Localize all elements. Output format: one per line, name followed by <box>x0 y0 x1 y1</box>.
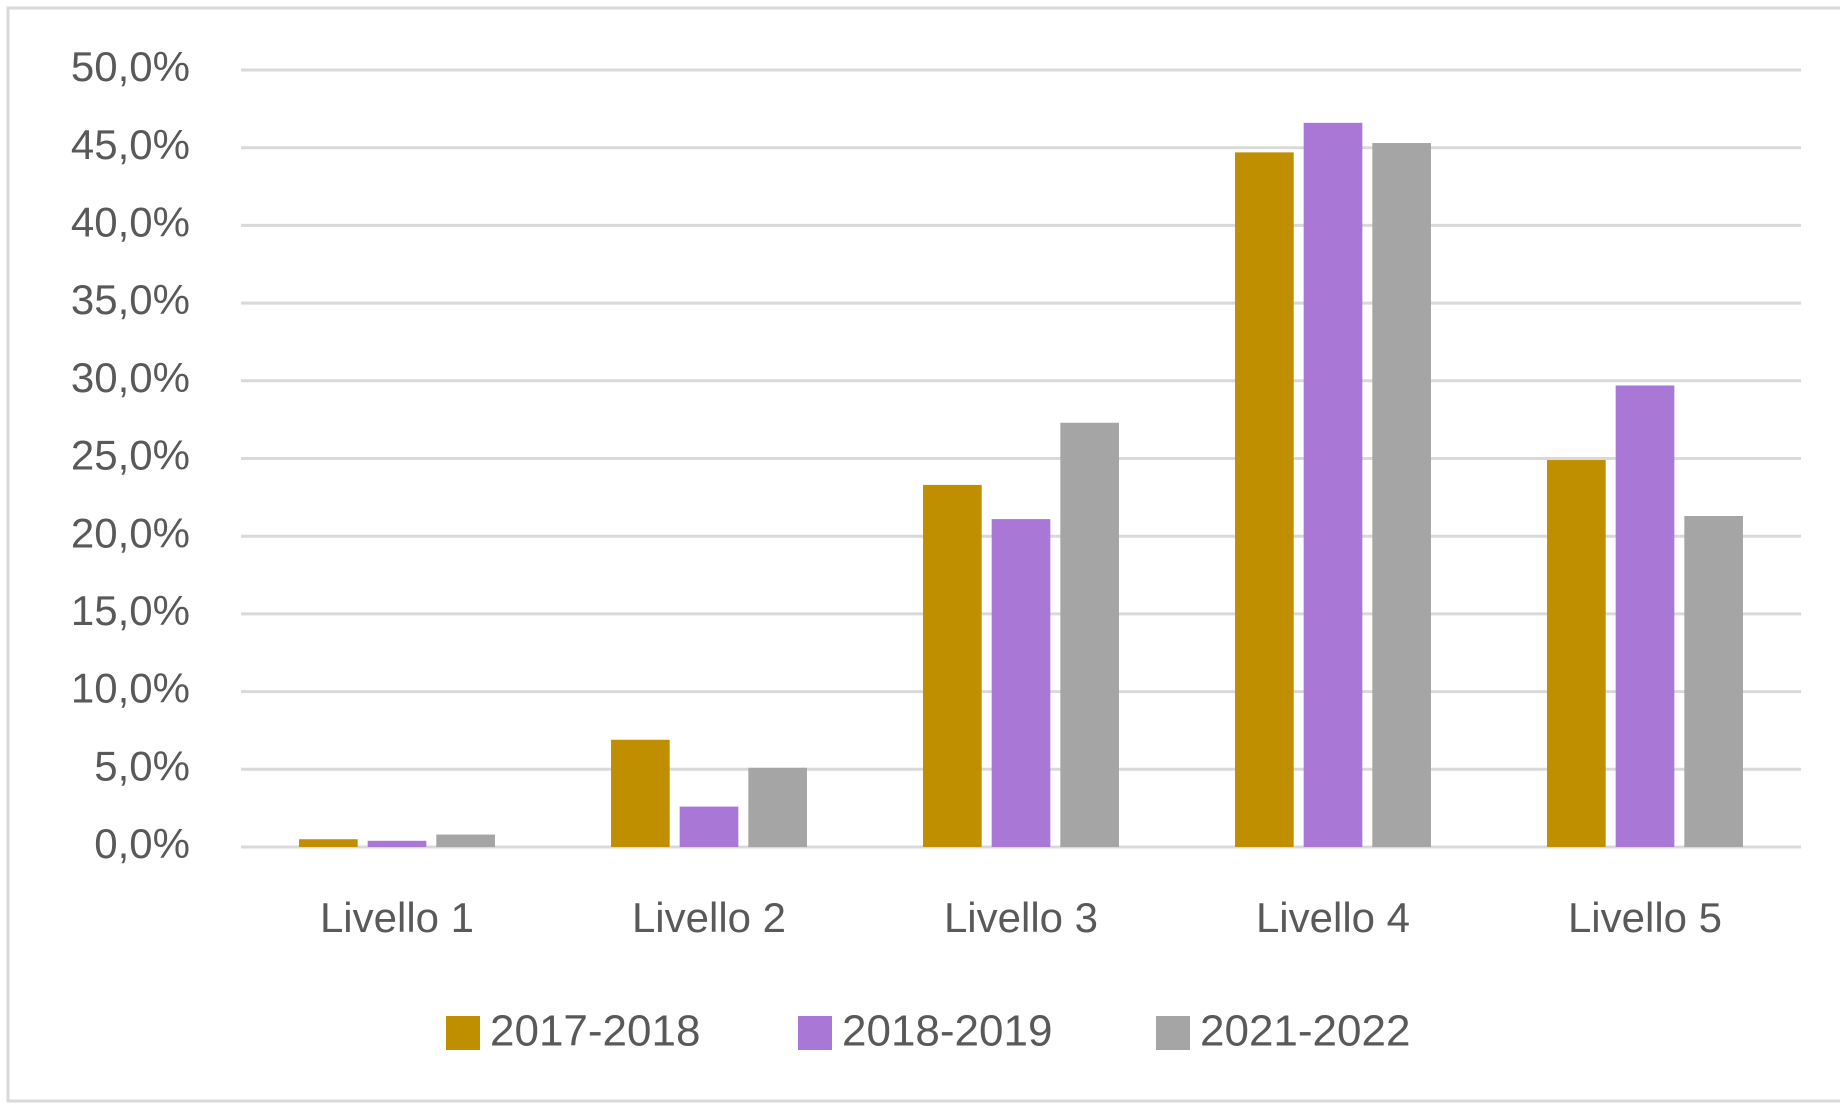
y-tick-label: 10,0% <box>71 665 190 712</box>
y-tick-label: 50,0% <box>71 43 190 90</box>
legend-swatch <box>1156 1016 1190 1050</box>
legend-swatch <box>798 1016 832 1050</box>
bar <box>679 806 739 847</box>
legend-swatch <box>446 1016 480 1050</box>
x-tick-label: Livello 4 <box>1256 894 1410 941</box>
bar <box>1303 122 1363 847</box>
bar <box>748 767 807 847</box>
legend-label: 2018-2019 <box>842 1007 1052 1056</box>
y-tick-label: 0,0% <box>94 820 190 867</box>
x-tick-label: Livello 3 <box>944 894 1098 941</box>
bar <box>1547 460 1606 847</box>
bar <box>1615 385 1675 847</box>
bar <box>1060 422 1119 847</box>
y-tick-label: 25,0% <box>71 432 190 479</box>
y-tick-label: 5,0% <box>94 742 190 789</box>
y-tick-label: 45,0% <box>71 121 190 168</box>
chart-border <box>6 6 1840 1103</box>
bar <box>991 519 1051 847</box>
y-tick-label: 30,0% <box>71 354 190 401</box>
y-tick-label: 15,0% <box>71 587 190 634</box>
bar <box>1684 515 1743 847</box>
legend-label: 2021-2022 <box>1200 1007 1410 1056</box>
bar <box>367 840 427 847</box>
x-tick-label: Livello 2 <box>632 894 786 941</box>
bar <box>1372 143 1431 848</box>
bar <box>923 484 982 847</box>
bar <box>1235 152 1294 847</box>
y-tick-label: 35,0% <box>71 276 190 323</box>
legend-label: 2017-2018 <box>490 1007 700 1056</box>
bar <box>611 739 670 847</box>
x-tick-label: Livello 5 <box>1568 894 1722 941</box>
bar <box>299 839 358 847</box>
x-tick-label: Livello 1 <box>320 894 474 941</box>
y-tick-label: 20,0% <box>71 509 190 556</box>
y-tick-label: 40,0% <box>71 198 190 245</box>
bar <box>436 834 495 847</box>
